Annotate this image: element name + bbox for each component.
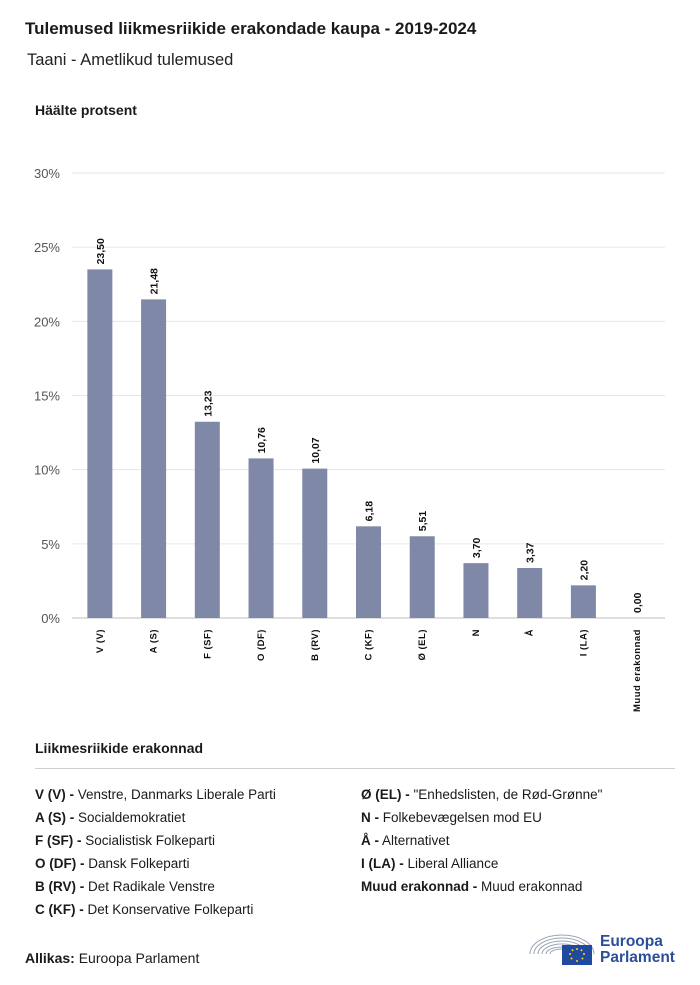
legend-item: I (LA) - Liberal Alliance xyxy=(361,856,499,871)
y-axis-label: Häälte protsent xyxy=(35,102,137,118)
bar xyxy=(302,468,328,618)
y-tick-label: 30% xyxy=(34,166,60,181)
legend-column-left: V (V) - Venstre, Danmarks Liberale Parti… xyxy=(35,786,276,924)
legend-item: Muud erakonnad - Muud erakonnad xyxy=(361,879,583,894)
legend-title: Liikmesriikide erakonnad xyxy=(35,740,204,756)
chart-subtitle: Taani - Ametlikud tulemused xyxy=(27,51,234,69)
x-tick-label: N xyxy=(471,629,482,636)
x-tick-label: F (SF) xyxy=(202,629,213,659)
bar-value-label: 2,20 xyxy=(578,560,590,581)
y-tick-label: 5% xyxy=(41,537,60,552)
legend-divider xyxy=(35,768,675,769)
legend-item: V (V) - Venstre, Danmarks Liberale Parti xyxy=(35,787,276,802)
legend-item: Ø (EL) - "Enhedslisten, de Rød-Grønne" xyxy=(361,787,603,802)
legend-item: N - Folkebevægelsen mod EU xyxy=(361,810,542,825)
x-tick-label: C (KF) xyxy=(364,629,375,661)
x-tick-label: Å xyxy=(525,629,536,636)
x-tick-label: V (V) xyxy=(95,629,106,653)
bar-value-label: 23,50 xyxy=(95,238,107,264)
bar-value-label: 10,07 xyxy=(310,437,322,463)
x-tick-label: I (LA) xyxy=(578,629,589,656)
legend-item: Å - Alternativet xyxy=(361,833,450,848)
bar xyxy=(87,269,113,618)
x-tick-label: A (S) xyxy=(149,629,160,653)
y-tick-label: 15% xyxy=(34,389,60,404)
hemicycle-flag-icon xyxy=(529,934,595,965)
y-tick-label: 20% xyxy=(34,314,60,329)
x-tick-label: B (RV) xyxy=(310,629,321,661)
y-tick-label: 0% xyxy=(41,611,60,626)
x-tick-label: O (DF) xyxy=(256,629,267,661)
bar-chart: 0% 5% 10% 15% 20% 25% 30% 23,50 V (V) 21,48 A (S) 1… xyxy=(34,166,665,712)
bar xyxy=(141,299,167,618)
y-tick-label: 25% xyxy=(34,240,60,255)
bar-value-label: 3,70 xyxy=(471,538,483,559)
bar xyxy=(517,568,543,618)
legend-item: A (S) - Socialdemokratiet xyxy=(35,810,186,825)
source-value: Euroopa Parlament xyxy=(78,950,200,966)
bar-value-label: 21,48 xyxy=(149,268,161,294)
logo-wordmark: Euroopa Parlament xyxy=(600,933,675,966)
bar-value-label: 13,23 xyxy=(202,390,214,416)
european-parliament-logo: Euroopa Parlament xyxy=(528,928,678,970)
bar-value-label: 10,76 xyxy=(256,427,268,453)
legend-item: C (KF) - Det Konservative Folkeparti xyxy=(35,902,254,917)
source-label: Allikas: xyxy=(25,950,75,966)
legend-column-right: Ø (EL) - "Enhedslisten, de Rød-Grønne" N… xyxy=(361,786,602,901)
legend-item: O (DF) - Dansk Folkeparti xyxy=(35,856,190,871)
bar xyxy=(409,536,435,618)
bar-value-label: 0,00 xyxy=(632,592,644,613)
x-tick-label: Muud erakonnad xyxy=(632,629,643,712)
bar xyxy=(194,421,220,618)
bar-value-label: 5,51 xyxy=(417,511,429,532)
y-tick-label: 10% xyxy=(34,463,60,478)
bar-value-label: 6,18 xyxy=(364,501,376,522)
bar xyxy=(463,563,489,618)
chart-title: Tulemused liikmesriikide erakondade kaup… xyxy=(25,19,477,38)
bar xyxy=(570,585,596,618)
legend-item: B (RV) - Det Radikale Venstre xyxy=(35,879,215,894)
bar xyxy=(356,526,381,618)
bar xyxy=(248,458,274,618)
legend-item: F (SF) - Socialistisk Folkeparti xyxy=(35,833,216,848)
bar-value-label: 3,37 xyxy=(525,542,537,563)
source-note: Allikas: Euroopa Parlament xyxy=(25,950,199,966)
x-tick-label: Ø (EL) xyxy=(417,629,428,661)
